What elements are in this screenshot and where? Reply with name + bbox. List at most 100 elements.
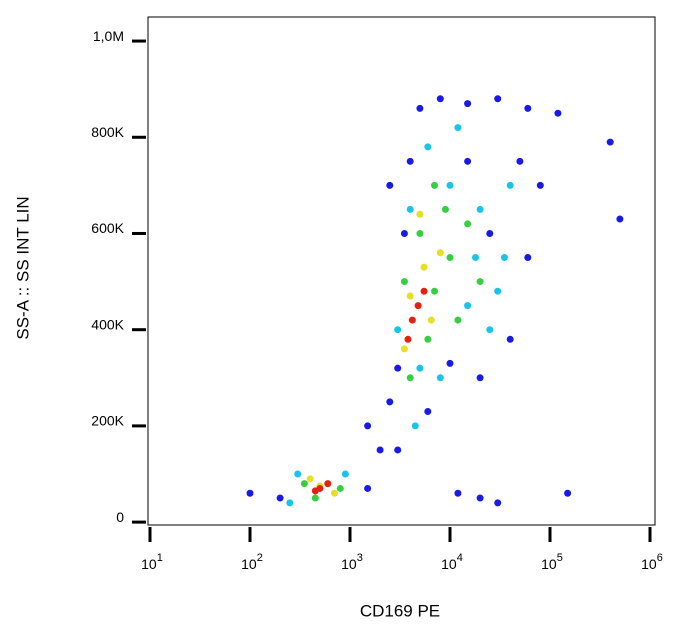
y-axis-label: SS-A :: SS INT LIN [13,196,32,339]
point [424,335,432,343]
point [464,157,472,165]
plot-frame [147,16,656,526]
x-tick-label: 102 [241,552,263,572]
point [446,181,454,189]
point [400,278,408,286]
point [400,229,408,237]
point [414,302,422,310]
point [311,487,319,495]
point [276,494,284,502]
x-tick-base: 10 [441,556,457,572]
x-tick-base: 10 [241,556,257,572]
point [416,364,424,372]
x-tick-exponent: 6 [657,552,663,564]
y-tick-label: 0 [116,509,124,525]
x-tick-exponent: 3 [357,552,363,564]
point [524,254,532,262]
point [394,446,402,454]
x-tick-exponent: 1 [157,552,163,564]
y-tick-label: 200K [91,413,124,429]
point [406,205,414,213]
point [616,215,624,223]
point [420,287,428,295]
point [464,302,472,310]
point [431,181,439,189]
point [406,374,414,382]
point [431,287,439,295]
point [472,254,480,262]
point [416,104,424,112]
x-tick-label: 103 [341,552,363,572]
x-tick-exponent: 2 [257,552,263,564]
point [516,157,524,165]
point [564,489,572,497]
point [420,263,428,271]
point [364,422,372,430]
x-tick-label: 105 [541,552,563,572]
point [494,95,502,103]
x-tick-base: 10 [341,556,357,572]
x-axis-label: CD169 PE [360,601,440,620]
point [454,489,462,497]
x-tick-label: 106 [641,552,663,572]
point [441,205,449,213]
point [306,475,314,483]
point [494,499,502,507]
point [311,494,319,502]
point [386,398,394,406]
point [416,229,424,237]
x-tick-base: 10 [141,556,157,572]
point [408,316,416,324]
point [400,345,408,353]
point [424,407,432,415]
point [341,470,349,478]
point [416,210,424,218]
point [394,326,402,334]
point [376,446,384,454]
point [500,254,508,262]
x-tick-base: 10 [541,556,557,572]
point [246,489,254,497]
y-tick-label: 1,0M [93,28,124,44]
point [424,143,432,151]
point [386,181,394,189]
point [446,254,454,262]
point [606,138,614,146]
x-tick-exponent: 5 [557,552,563,564]
point [436,95,444,103]
point [406,157,414,165]
point [476,278,484,286]
point [331,489,339,497]
point [486,326,494,334]
point [464,220,472,228]
point [476,205,484,213]
point [536,181,544,189]
point [364,484,372,492]
point [336,484,344,492]
point [554,109,562,117]
point [476,494,484,502]
point [454,124,462,132]
point [446,359,454,367]
point [494,287,502,295]
x-tick-exponent: 4 [457,552,463,564]
point [436,374,444,382]
point [427,316,435,324]
point [464,100,472,108]
point [506,181,514,189]
x-tick-base: 10 [641,556,657,572]
point [286,499,294,507]
point [524,104,532,112]
point [454,316,462,324]
point [394,364,402,372]
x-tick-label: 101 [141,552,163,572]
y-tick-label: 400K [91,316,124,332]
point [324,480,332,488]
point [294,470,302,478]
point [406,292,414,300]
x-tick-label: 104 [441,552,463,572]
y-tick-label: 600K [91,220,124,236]
point [404,335,412,343]
point [411,422,419,430]
